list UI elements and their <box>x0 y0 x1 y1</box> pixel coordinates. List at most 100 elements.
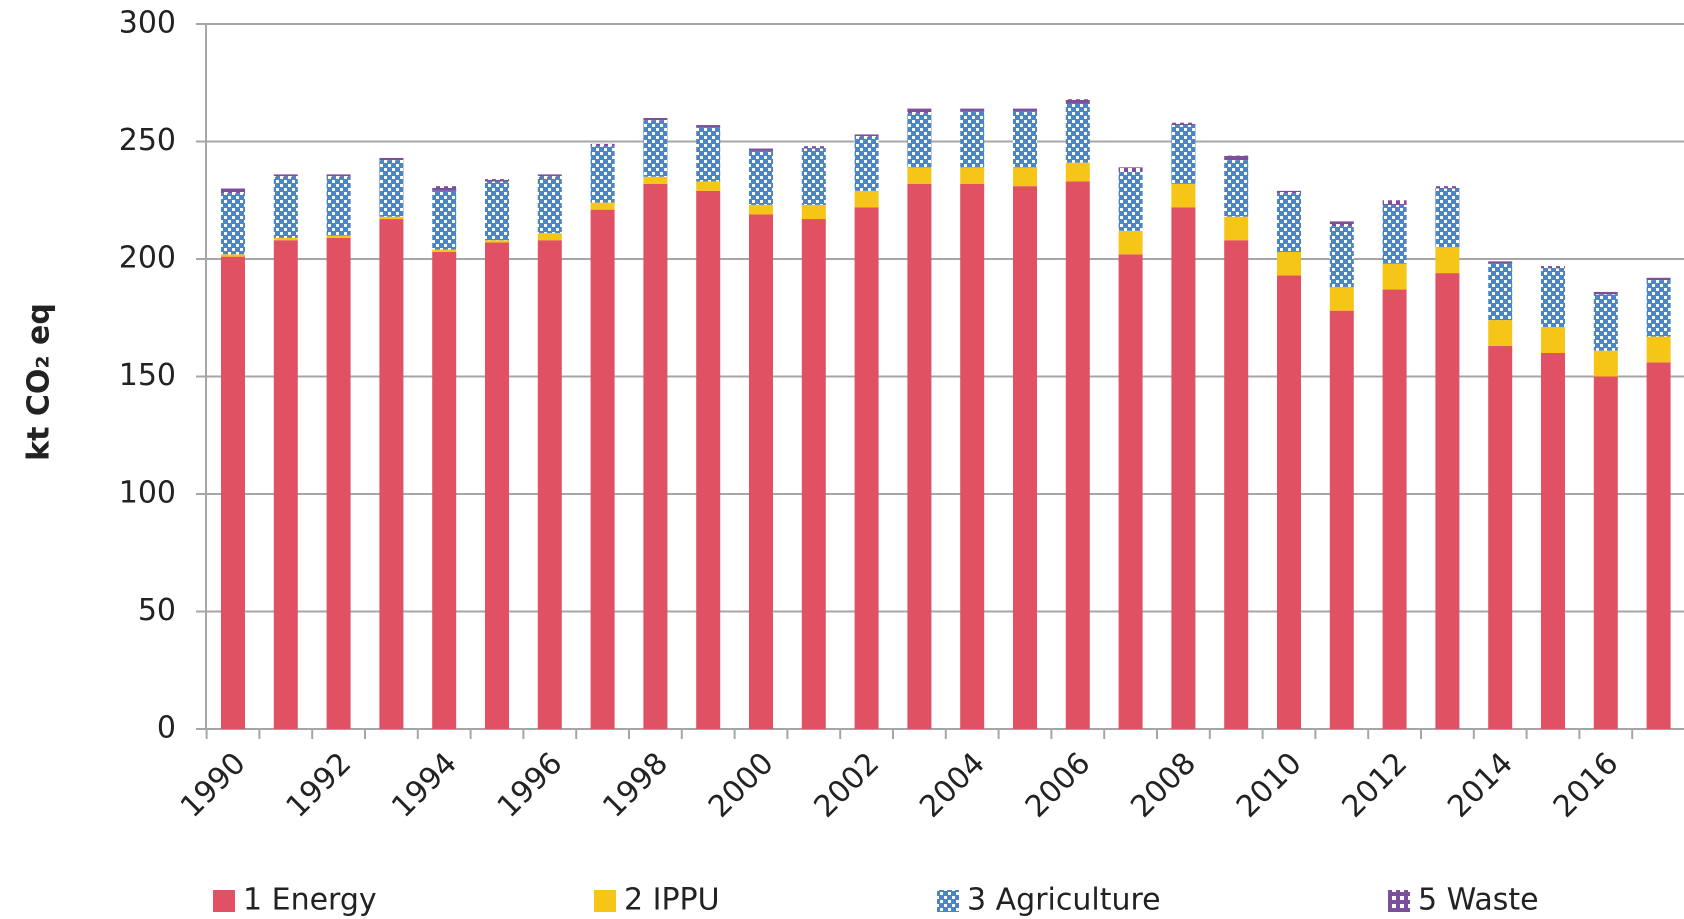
x-tick-label: 2010 <box>1230 746 1309 825</box>
bar-segment <box>1541 266 1565 269</box>
bar-segment <box>801 204 826 220</box>
bar-segment <box>1224 240 1249 729</box>
bar-segment <box>1488 263 1513 321</box>
bar-segment <box>1435 273 1460 729</box>
bar-segment <box>273 176 298 238</box>
bar-segment <box>749 150 773 205</box>
bar-segment <box>485 181 509 241</box>
bar-segment <box>907 183 932 730</box>
x-tick-label: 1992 <box>280 746 359 825</box>
bar-segment <box>1382 200 1407 205</box>
bar-segment <box>960 183 985 730</box>
bar-segment <box>907 167 932 184</box>
legend-label: 2 IPPU <box>624 883 720 918</box>
bar-segment <box>1224 160 1249 217</box>
bar-segment <box>590 146 615 203</box>
bar-segment <box>432 190 457 250</box>
bar-segment <box>696 127 721 182</box>
bar-segment <box>379 216 404 220</box>
bar-segment <box>1593 294 1618 351</box>
bar-segment <box>960 110 985 168</box>
bar-segment <box>590 202 615 210</box>
y-tick-label: 250 <box>119 123 176 158</box>
bar-segment <box>537 176 562 234</box>
bar-segment <box>1013 110 1037 168</box>
x-tick-label: 1994 <box>385 746 464 825</box>
x-tick-label: 2000 <box>702 746 781 825</box>
bar-segment <box>1435 186 1460 189</box>
bar-segment <box>696 125 721 128</box>
legend-swatch <box>937 890 959 912</box>
legend-swatch <box>213 890 235 912</box>
y-tick-label: 50 <box>138 593 176 628</box>
bar-segment <box>326 235 351 238</box>
bar-segment <box>221 193 245 255</box>
x-tick-label: 2002 <box>808 746 887 825</box>
bar-segment <box>1118 254 1143 730</box>
bar-segment <box>273 237 298 241</box>
bar-segment <box>1488 261 1513 264</box>
bar-segment <box>801 148 826 205</box>
bar-segment <box>326 174 351 177</box>
legend-label: 5 Waste <box>1418 883 1539 918</box>
bar-segment <box>801 219 826 730</box>
x-tick-label: 2004 <box>913 746 992 825</box>
y-tick-label: 0 <box>157 711 176 746</box>
bar-segment <box>432 186 457 191</box>
bar-segment <box>485 240 509 243</box>
bar-segment <box>1065 162 1090 182</box>
bar-segment <box>960 108 985 111</box>
bar-segment <box>1277 275 1301 729</box>
bar-segment <box>1118 172 1143 231</box>
bar-segment <box>854 134 879 137</box>
bar-segment <box>643 118 668 121</box>
bar-segment <box>1541 268 1565 328</box>
bar-segment <box>1224 216 1249 241</box>
bar-segment <box>1224 155 1249 161</box>
bar-segment <box>749 204 773 215</box>
y-axis-label: kt CO₂ eq <box>22 303 57 461</box>
bar-segment <box>590 209 615 729</box>
bar-segment <box>1329 310 1354 729</box>
bar-segment <box>1593 350 1618 377</box>
bar-segment <box>1646 362 1671 729</box>
bar-segment <box>1382 289 1407 729</box>
bar-segment <box>696 181 721 191</box>
bar-segment <box>326 176 351 236</box>
bar-segment <box>1277 190 1301 194</box>
bar-segment <box>1435 188 1460 248</box>
x-tick-label: 1990 <box>174 746 253 825</box>
bar-segment <box>1435 247 1460 274</box>
bar-segment <box>643 176 668 184</box>
bar-segment <box>1488 345 1513 729</box>
bar-segment <box>854 207 879 730</box>
bar-segment <box>854 136 879 191</box>
bar-segment <box>1277 193 1301 252</box>
x-tick-label: 2012 <box>1336 746 1415 825</box>
legend-label: 3 Agriculture <box>967 883 1161 918</box>
bar-segment <box>1646 277 1671 281</box>
bar-segment <box>432 249 457 252</box>
bar-segment <box>1013 186 1037 729</box>
bar-segment <box>1593 376 1618 729</box>
x-tick-label: 2016 <box>1547 746 1626 825</box>
bar-segment <box>854 190 879 208</box>
bar-segment <box>1118 230 1143 255</box>
legend-label: 1 Energy <box>243 883 377 918</box>
bar-segment <box>1118 167 1143 173</box>
bar-segment <box>537 233 562 241</box>
bar-segment <box>907 113 932 168</box>
bar-segment <box>749 214 773 730</box>
bar-segment <box>801 146 826 149</box>
bar-segment <box>960 167 985 184</box>
bar-segment <box>1065 103 1090 163</box>
bar-segment <box>485 242 509 730</box>
bar-segment <box>379 219 404 730</box>
bar-segment <box>643 120 668 177</box>
bar-segment <box>1277 251 1301 276</box>
legend-swatch <box>594 890 616 912</box>
bar-segment <box>643 183 668 730</box>
bar-segment <box>221 254 245 257</box>
bar-segment <box>221 188 245 194</box>
